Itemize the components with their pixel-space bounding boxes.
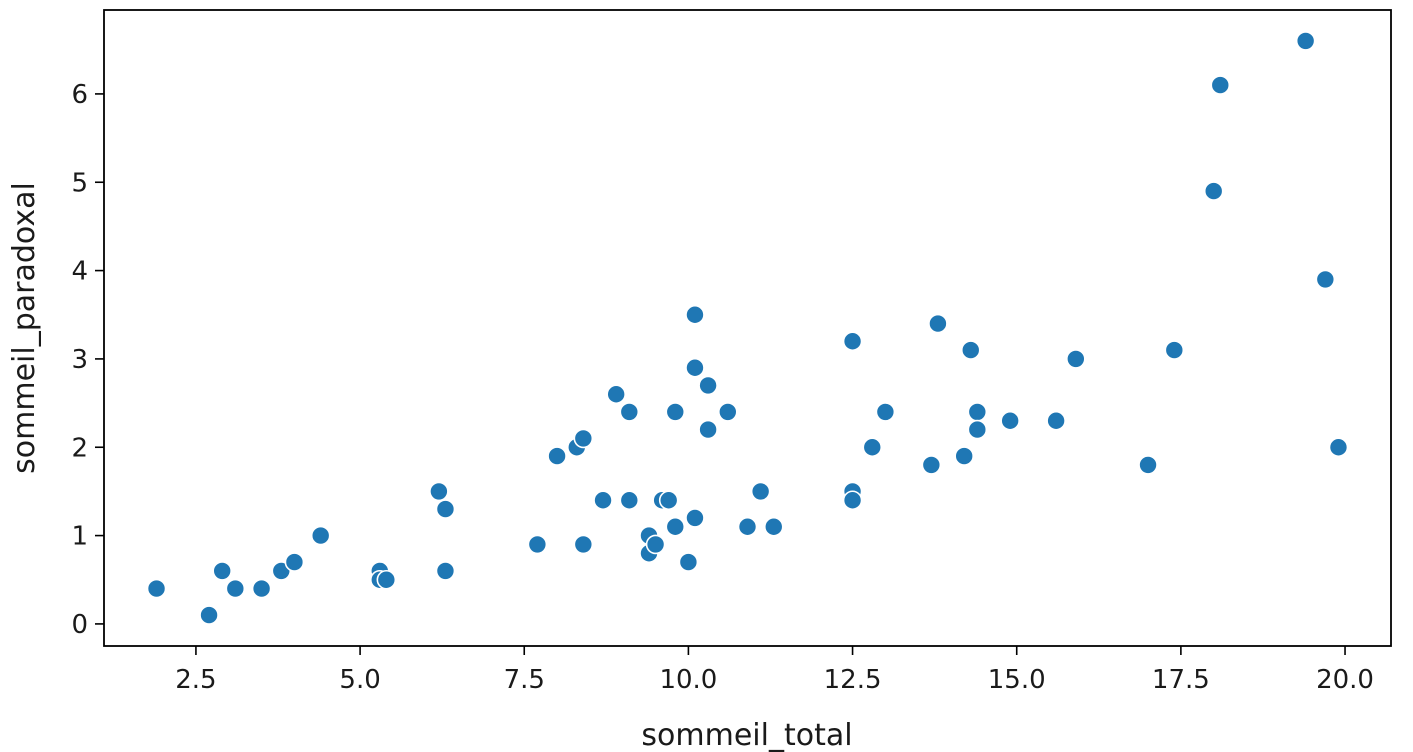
data-point <box>593 490 613 511</box>
data-point <box>737 516 758 537</box>
data-point <box>685 304 705 325</box>
x-tick-label: 15.0 <box>988 665 1046 695</box>
data-point <box>199 605 219 625</box>
points-layer <box>146 31 1349 625</box>
data-point <box>921 455 942 475</box>
data-point <box>619 490 640 511</box>
data-point <box>678 552 699 572</box>
data-point <box>875 402 896 422</box>
data-point <box>376 569 397 590</box>
y-tick-label: 4 <box>71 257 88 287</box>
data-point <box>429 481 449 502</box>
y-tick-label: 5 <box>71 168 88 198</box>
data-point <box>547 446 567 466</box>
data-point <box>212 561 232 581</box>
data-point <box>750 481 771 502</box>
data-point <box>954 446 974 466</box>
data-point <box>698 419 718 440</box>
x-tick-label: 7.5 <box>504 665 545 695</box>
data-point <box>1164 340 1185 360</box>
x-tick-label: 2.5 <box>175 665 216 695</box>
x-tick-label: 10.0 <box>659 665 717 695</box>
data-point <box>685 508 705 528</box>
y-tick-label: 6 <box>71 80 88 110</box>
data-point <box>573 428 594 449</box>
y-tick-label: 0 <box>71 610 88 640</box>
data-point <box>435 561 456 581</box>
data-point <box>310 525 331 546</box>
data-point <box>967 402 988 422</box>
data-point <box>1203 181 1224 201</box>
data-point <box>1328 437 1349 458</box>
data-point <box>251 578 272 599</box>
x-tick-label: 12.5 <box>824 665 882 695</box>
data-point <box>763 516 784 537</box>
data-point <box>960 340 981 360</box>
data-point <box>573 534 594 555</box>
data-point <box>718 402 738 422</box>
data-point <box>928 313 948 334</box>
x-tick-label: 5.0 <box>339 665 380 695</box>
data-point <box>665 402 686 422</box>
data-point <box>225 578 246 599</box>
data-point <box>284 552 305 572</box>
data-point <box>685 357 705 378</box>
data-point <box>698 375 718 396</box>
data-point <box>1000 410 1020 431</box>
data-point <box>435 499 456 519</box>
data-point <box>606 384 626 405</box>
data-point <box>967 419 988 440</box>
data-point <box>1046 410 1066 431</box>
data-point <box>146 578 167 599</box>
data-point <box>658 490 679 511</box>
x-axis: 2.5 5.0 7.5 10.0 12.5 15.0 17.5 20.0 <box>175 646 1374 695</box>
y-tick-label: 2 <box>71 433 88 463</box>
y-tick-label: 1 <box>71 522 88 552</box>
plot-frame <box>103 9 1392 647</box>
data-point <box>665 516 686 537</box>
data-point <box>645 534 666 555</box>
x-axis-label: sommeil_total <box>641 718 852 752</box>
data-point <box>842 331 863 352</box>
data-point <box>1066 349 1086 369</box>
data-point <box>842 490 863 511</box>
y-axis-label: sommeil_paradoxal <box>7 182 42 474</box>
data-point <box>619 402 640 422</box>
y-tick-label: 3 <box>71 345 88 375</box>
x-tick-label: 20.0 <box>1316 665 1374 695</box>
data-point <box>862 437 883 458</box>
y-axis: 0 1 2 3 4 5 6 <box>71 80 104 640</box>
data-point <box>1315 269 1336 290</box>
data-point <box>1138 455 1158 475</box>
x-tick-label: 17.5 <box>1152 665 1210 695</box>
data-point <box>1295 31 1316 51</box>
data-point <box>527 534 548 555</box>
data-point <box>1210 75 1231 95</box>
